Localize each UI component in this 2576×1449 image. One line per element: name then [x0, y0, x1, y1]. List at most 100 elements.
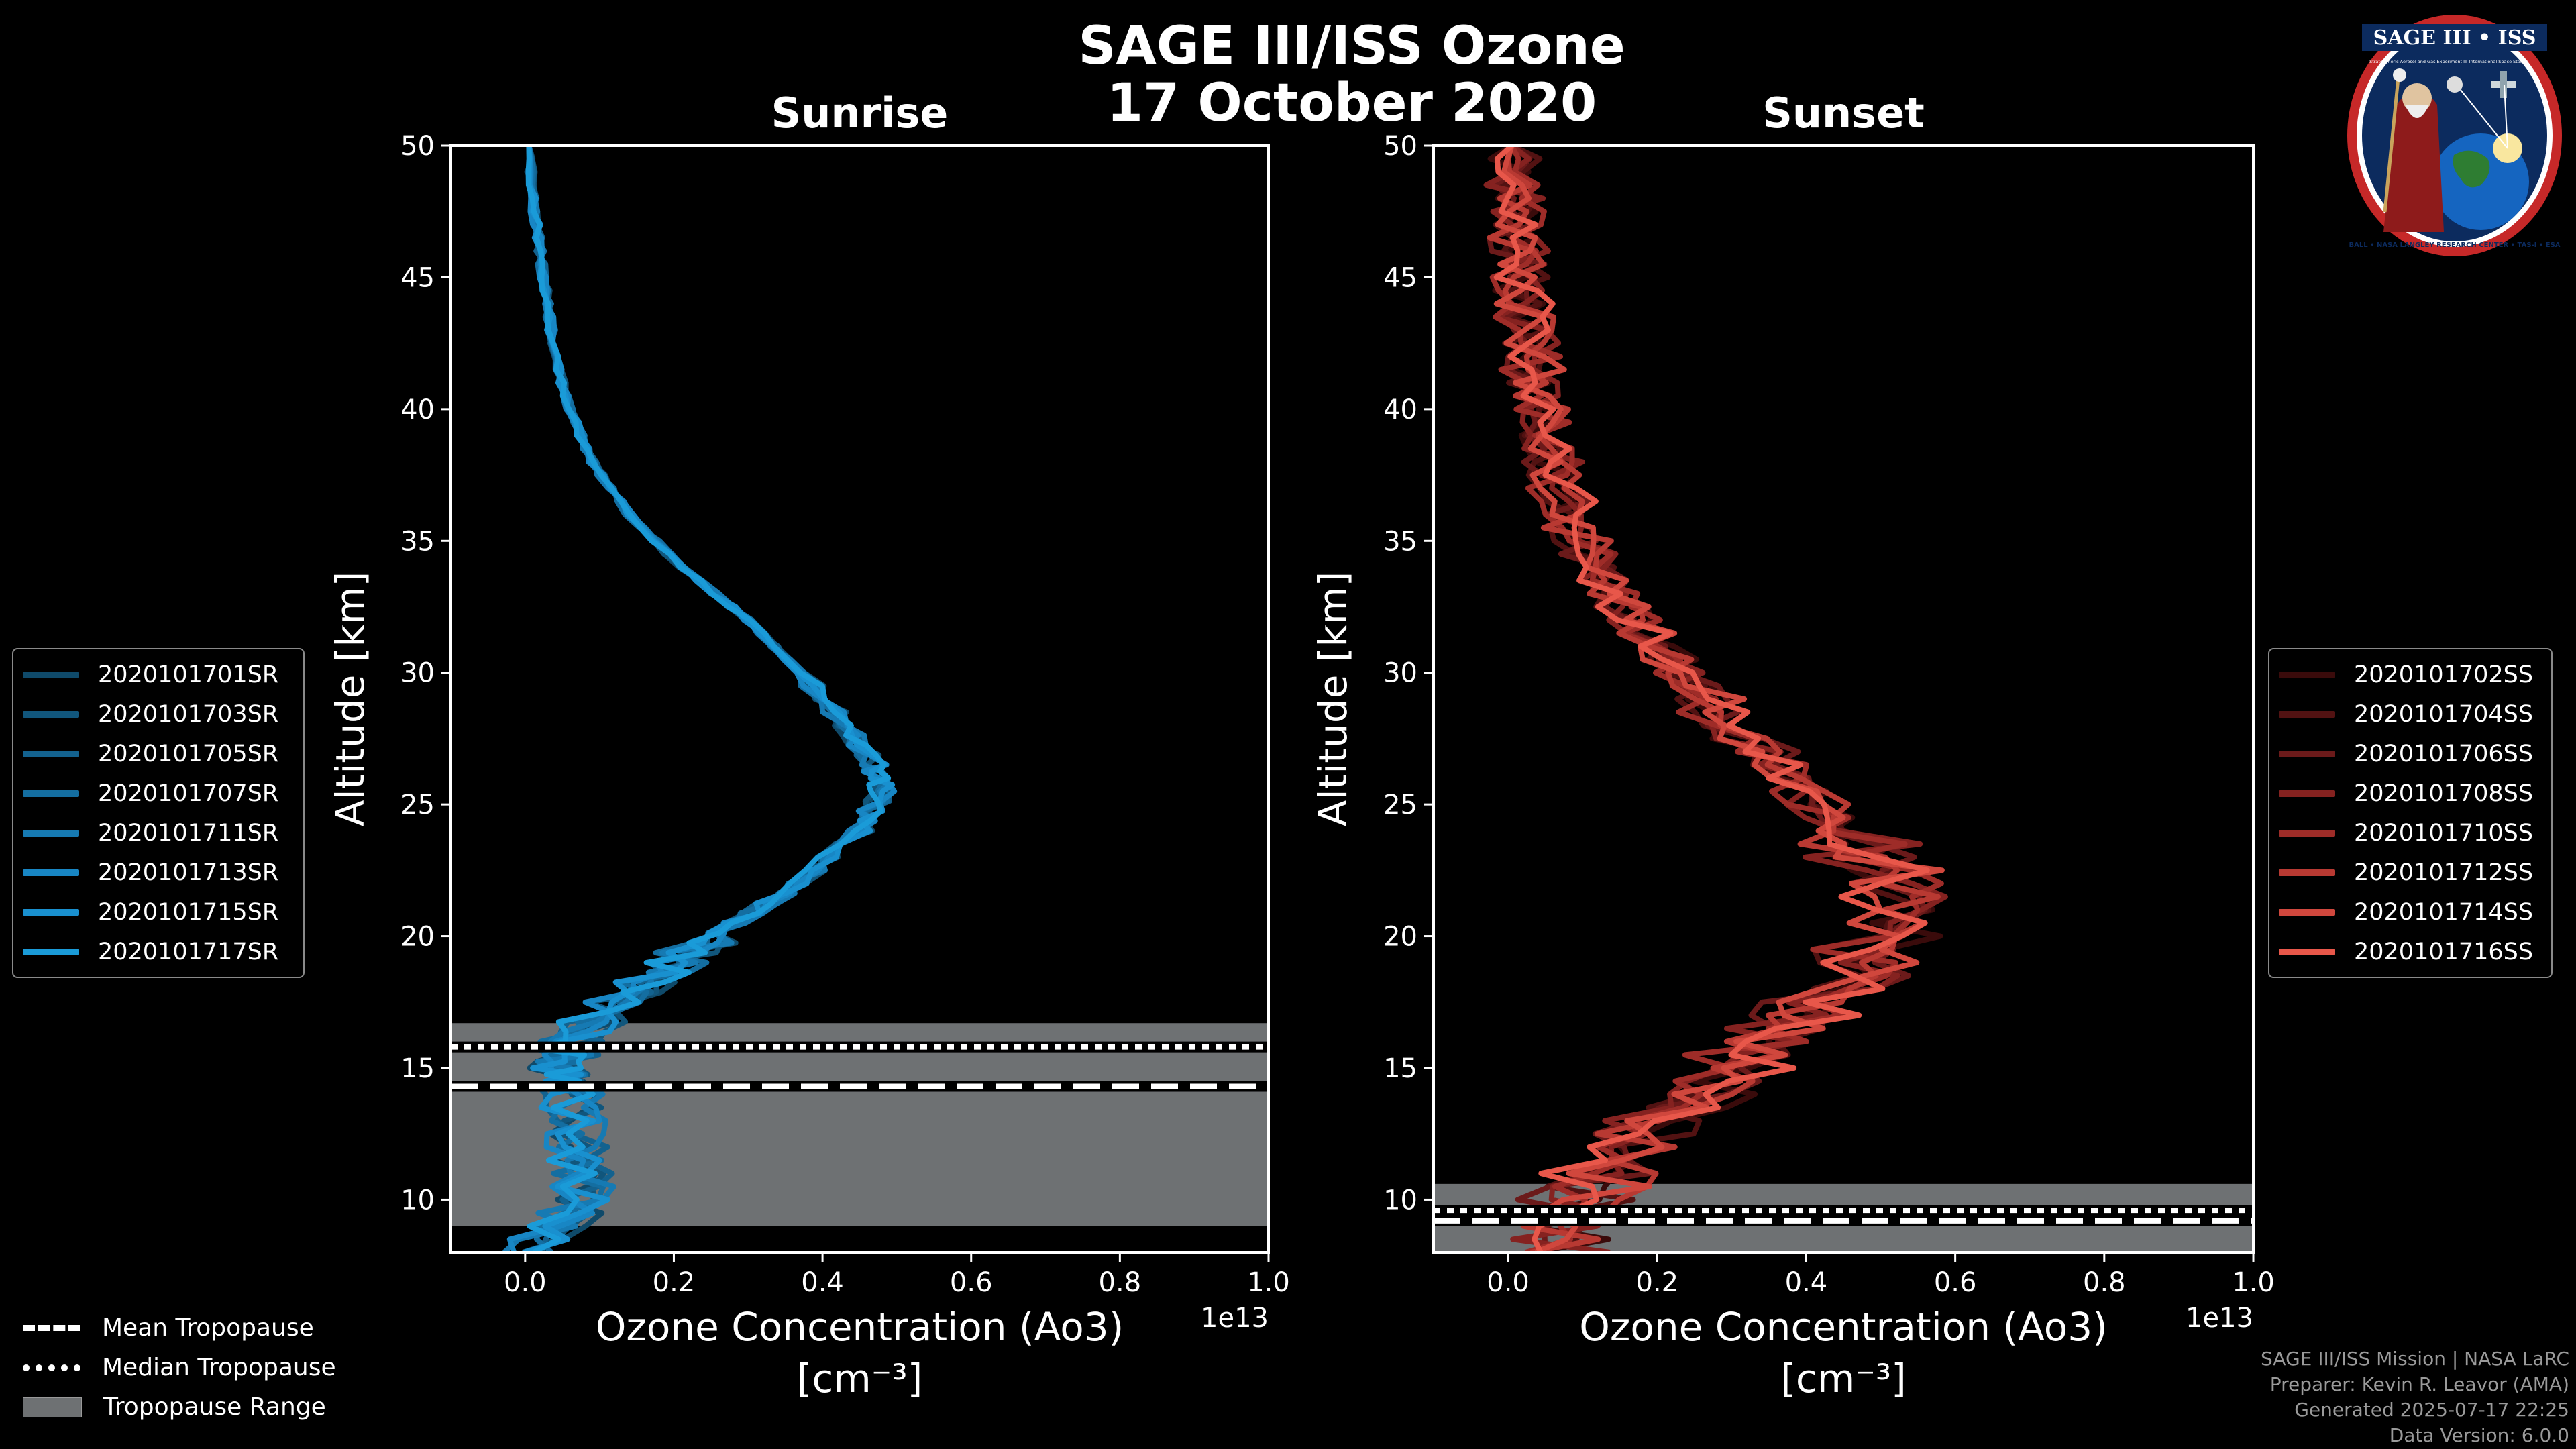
panel-title: Sunset: [1762, 89, 1925, 138]
moon-icon: [2447, 76, 2463, 93]
legend-swatch: [2279, 750, 2335, 757]
legend-label: 2020101714SS: [2354, 898, 2534, 926]
legend-swatch: [23, 908, 79, 916]
badge-ring-text: BALL • NASA LANGLEY RESEARCH CENTER • TA…: [2349, 241, 2560, 249]
legend-label: 2020101705SR: [98, 740, 279, 767]
x-axis-label-units: [cm⁻³]: [797, 1356, 923, 1401]
credit-line: Generated 2025-07-17 22:25: [2294, 1399, 2569, 1421]
plot-frame: [449, 144, 1270, 1254]
x-axis-label: Ozone Concentration (Ao3): [1579, 1304, 2108, 1350]
legend-entry: 2020101703SR: [23, 694, 294, 734]
legend-entry: 2020101708SS: [2279, 773, 2542, 813]
x-tick-label: 0.8: [2083, 1267, 2126, 1298]
x-tick-label: 0.4: [801, 1267, 844, 1298]
legend-entry: 2020101710SS: [2279, 813, 2542, 853]
y-tick-label: 40: [1383, 394, 1417, 425]
legend-label: Tropopause Range: [103, 1393, 326, 1421]
legend-swatch: [2279, 908, 2335, 916]
sage-figure-robe: [2383, 89, 2444, 232]
credit-line: SAGE III/ISS Mission | NASA LaRC: [2261, 1348, 2569, 1370]
legend-swatch: [2279, 671, 2335, 678]
y-tick-label: 10: [1383, 1185, 1417, 1216]
legend-swatch: [23, 750, 79, 757]
y-tick-label: 15: [1383, 1053, 1417, 1084]
legend-swatch: [23, 829, 79, 837]
range-swatch: [23, 1397, 82, 1417]
y-tick-label: 25: [1383, 790, 1417, 820]
legend-swatch: [2279, 869, 2335, 876]
legend-mean-tropopause: Mean Tropopause: [23, 1308, 336, 1348]
y-axis-label: Altitude [km]: [1310, 572, 1356, 826]
staff-icon: [2383, 77, 2400, 213]
x-axis-label-units: [cm⁻³]: [1780, 1356, 1907, 1401]
legend-label: 2020101712SS: [2354, 859, 2534, 886]
legend-label: Mean Tropopause: [102, 1314, 314, 1342]
credit-line: Preparer: Kevin R. Leavor (AMA): [2269, 1373, 2569, 1395]
legend-label: Median Tropopause: [102, 1354, 336, 1381]
sunrise-panel: [441, 144, 1270, 1262]
legend-swatch: [23, 671, 79, 678]
x-tick-label: 0.2: [1635, 1267, 1678, 1298]
badge-title-band: [2362, 24, 2547, 51]
dotted-line-swatch: [23, 1364, 80, 1371]
x-tick-label: 0.8: [1099, 1267, 1142, 1298]
legend-entry: 2020101706SS: [2279, 734, 2542, 773]
x-axis-label: Ozone Concentration (Ao3): [596, 1304, 1124, 1350]
y-tick-label: 40: [400, 394, 435, 425]
continent-shape: [2453, 150, 2490, 188]
y-tick-label: 20: [400, 922, 435, 953]
x-tick-label: 0.4: [1785, 1267, 1828, 1298]
legend-label: 2020101704SS: [2354, 700, 2534, 728]
figure-title-line2: 17 October 2020: [1107, 73, 1597, 133]
badge-subtitle-2: International Space Station: [2469, 59, 2529, 64]
badge-title: SAGE III • ISS: [2373, 26, 2536, 50]
sunrise-legend: 2020101701SR 2020101703SR 2020101705SR 2020…: [12, 648, 305, 978]
profile-line-2020101714SS: [1493, 146, 1945, 1252]
y-tick-label: 10: [400, 1185, 435, 1216]
legend-label: 2020101711SR: [98, 819, 279, 847]
sage-figure-beard: [2405, 105, 2429, 118]
legend-label: 2020101702SS: [2354, 661, 2534, 688]
staff-orb-icon: [2393, 68, 2406, 82]
legend-entry: 2020101702SS: [2279, 655, 2542, 694]
ray-line: [2460, 89, 2508, 149]
legend-swatch: [2279, 710, 2335, 718]
tropopause-legend: Mean Tropopause Median Tropopause Tropop…: [23, 1308, 336, 1427]
legend-label: 2020101706SS: [2354, 740, 2534, 767]
legend-label: 2020101707SR: [98, 780, 279, 807]
legend-swatch: [2279, 829, 2335, 837]
legend-label: 2020101701SR: [98, 661, 279, 688]
profile-line-2020101712SS: [1487, 146, 1941, 1252]
profile-line-2020101717SR: [525, 146, 892, 1252]
credit-line: Data Version: 6.0.0: [2389, 1424, 2569, 1446]
y-axis-label: Altitude [km]: [327, 572, 373, 826]
legend-swatch: [23, 869, 79, 876]
y-tick-label: 35: [1383, 526, 1417, 557]
legend-entry: 2020101711SR: [23, 813, 294, 853]
x-tick-label: 1.0: [2232, 1267, 2275, 1298]
y-tick-label: 45: [400, 262, 435, 293]
legend-tropopause-range: Tropopause Range: [23, 1387, 336, 1427]
y-tick-label: 20: [1383, 922, 1417, 953]
x-tick-label: 0.2: [653, 1267, 696, 1298]
x-tick-label: 0.0: [1487, 1267, 1529, 1298]
legend-entry: 2020101707SR: [23, 773, 294, 813]
figure-title-line1: SAGE III/ISS Ozone: [1078, 16, 1625, 76]
legend-entry: 2020101712SS: [2279, 853, 2542, 892]
legend-swatch: [2279, 948, 2335, 955]
profile-line-2020101716SS: [1493, 146, 1930, 1252]
ray-line: [2504, 84, 2508, 149]
legend-label: 2020101710SS: [2354, 819, 2534, 847]
legend-swatch: [23, 948, 79, 955]
y-tick-label: 45: [1383, 262, 1417, 293]
legend-swatch: [23, 710, 79, 718]
legend-entry: 2020101716SS: [2279, 932, 2542, 971]
plot-frame: [1432, 144, 2255, 1254]
x-offset-label: 1e13: [2186, 1303, 2253, 1334]
y-tick-label: 25: [400, 790, 435, 820]
x-tick-label: 0.6: [950, 1267, 993, 1298]
sunset-legend: 2020101702SS 2020101704SS 2020101706SS 2020…: [2268, 648, 2553, 978]
legend-label: 2020101713SR: [98, 859, 279, 886]
dashed-line-swatch: [23, 1325, 80, 1331]
legend-entry: 2020101714SS: [2279, 892, 2542, 932]
